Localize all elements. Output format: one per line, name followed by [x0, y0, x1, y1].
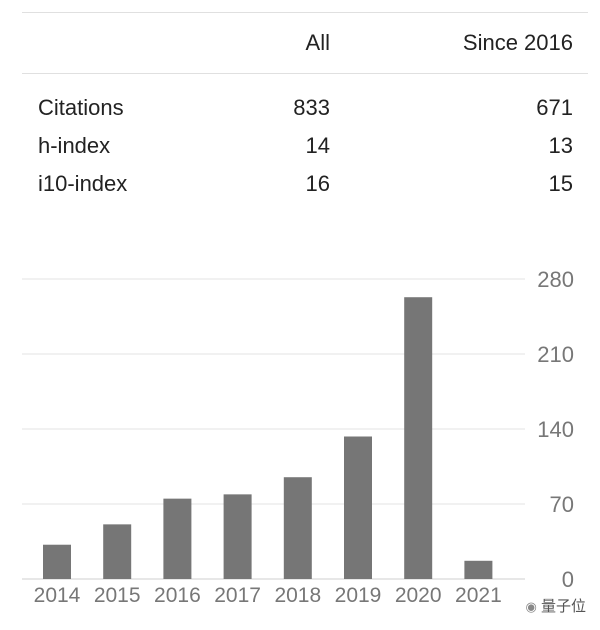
row-label: h-index	[38, 133, 111, 158]
row-label: i10-index	[38, 171, 128, 196]
since-value: 15	[548, 171, 573, 196]
watermark: ◉ 量子位	[525, 595, 586, 616]
x-tick-label: 2021	[455, 584, 502, 607]
since-value: 671	[536, 95, 573, 120]
x-tick-label: 2020	[395, 584, 442, 607]
header-all: All	[305, 30, 330, 55]
all-value: 14	[305, 133, 330, 158]
header-since-2016: Since 2016	[462, 30, 573, 55]
y-tick-label: 210	[537, 342, 574, 367]
x-tick-label: 2019	[335, 584, 382, 607]
all-value: 833	[293, 95, 330, 120]
since-value: 13	[548, 133, 573, 158]
bar-2014	[43, 544, 71, 579]
bar-2016	[163, 498, 192, 579]
watermark-text: 量子位	[540, 598, 586, 615]
all-value: 16	[305, 171, 330, 196]
wechat-icon: ◉	[525, 599, 537, 614]
bar-2019	[344, 436, 372, 579]
top-rule	[22, 12, 588, 13]
row-label: Citations	[38, 95, 124, 120]
x-tick-label: 2017	[214, 584, 261, 607]
table-row-h-index: h-index 14 13	[0, 133, 600, 165]
table-row-i10-index: i10-index 16 15	[0, 171, 600, 203]
bar-2021	[464, 560, 493, 579]
bar-2017	[223, 494, 252, 579]
y-tick-label: 70	[550, 492, 574, 517]
y-tick-label: 280	[537, 267, 574, 292]
header-rule	[22, 73, 588, 74]
y-tick-label: 140	[537, 417, 574, 442]
y-tick-label: 0	[562, 567, 574, 592]
x-tick-label: 2014	[34, 584, 81, 607]
bar-2018	[283, 477, 312, 579]
x-tick-label: 2016	[154, 584, 201, 607]
bar-2015	[103, 524, 132, 579]
bar-2020	[404, 297, 433, 579]
table-row-citations: Citations 833 671	[0, 95, 600, 127]
x-tick-label: 2018	[274, 584, 321, 607]
x-tick-label: 2015	[94, 584, 141, 607]
